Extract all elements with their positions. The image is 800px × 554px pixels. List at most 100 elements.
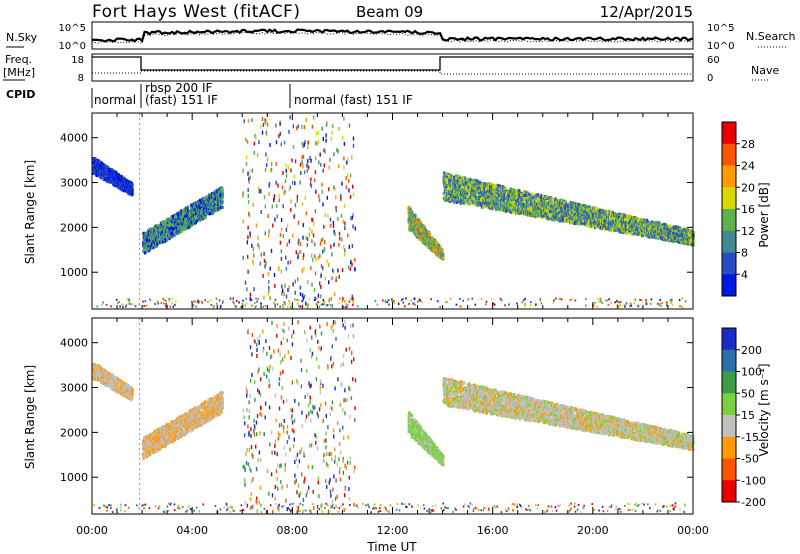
echo-cell	[209, 204, 212, 208]
echo-cell	[154, 231, 157, 235]
echo-cell	[98, 168, 101, 172]
echo-cell	[478, 201, 481, 205]
echo-cell	[144, 244, 147, 248]
freq-tick-top: 18	[71, 55, 84, 66]
echo-cell	[166, 226, 169, 230]
echo-cell	[443, 171, 446, 175]
echo-cell	[200, 212, 204, 215]
echo-cell	[202, 203, 205, 207]
echo-cell	[473, 186, 476, 190]
echo-cell	[461, 201, 464, 205]
echo-cell	[454, 199, 457, 202]
echo-cell	[457, 174, 460, 178]
echo-cell	[478, 191, 481, 195]
cpid-mode-1: normal	[94, 93, 136, 107]
echo-cell	[557, 212, 560, 216]
echo-cell	[97, 160, 100, 164]
echo-cell	[462, 199, 465, 203]
echo-cell	[447, 188, 450, 192]
echo-cell	[155, 233, 159, 237]
echo-cell	[415, 229, 418, 233]
echo-cell	[466, 181, 469, 185]
echo-cell	[147, 234, 150, 238]
echo-cell	[214, 203, 217, 207]
echo-cell	[203, 206, 206, 210]
echo-cell	[456, 179, 459, 183]
echo-cell	[98, 170, 101, 174]
echo-cell	[470, 191, 473, 195]
echo-cell	[152, 234, 155, 238]
echo-cell	[200, 213, 204, 217]
echo-cell	[123, 188, 127, 192]
echo-cell	[418, 220, 421, 224]
echo-cell	[207, 193, 210, 197]
echo-cell	[455, 201, 458, 204]
echo-cell	[212, 211, 215, 215]
power-panel: Slant Range [km]	[23, 112, 695, 310]
echo-cell	[185, 222, 188, 226]
echo-cell	[95, 168, 98, 172]
echo-cell	[196, 218, 199, 222]
echo-cell	[410, 221, 413, 224]
echo-cell	[189, 216, 192, 220]
echo-cell	[461, 196, 464, 200]
echo-cell	[479, 200, 482, 204]
echo-cell	[175, 217, 178, 221]
echo-cell	[468, 187, 471, 191]
echo-cell	[143, 245, 146, 249]
echo-cell	[95, 166, 98, 170]
echo-cell	[117, 182, 120, 186]
echo-cell	[444, 189, 447, 193]
echo-cell	[457, 197, 460, 201]
echo-cell	[197, 203, 200, 207]
echo-cell	[208, 203, 211, 207]
echo-cell	[218, 202, 221, 206]
echo-cell	[479, 195, 482, 198]
echo-cell	[472, 179, 475, 182]
echo-cell	[109, 169, 112, 173]
echo-cell	[113, 178, 116, 182]
echo-cell	[460, 181, 463, 185]
echo-cell	[442, 179, 445, 183]
echo-cell	[169, 227, 172, 230]
echo-cell	[94, 157, 97, 161]
echo-cell	[199, 198, 202, 202]
echo-cell	[182, 219, 185, 223]
echo-cell	[445, 176, 448, 180]
echo-cell	[205, 200, 208, 204]
echo-cell	[181, 222, 184, 226]
echo-cell	[179, 213, 182, 217]
echo-cell	[172, 216, 175, 220]
echo-cell	[160, 232, 163, 236]
echo-cell	[168, 237, 171, 241]
echo-cell	[201, 205, 204, 209]
nsearch-tick-top: 10^5	[707, 23, 734, 34]
echo-cell	[180, 228, 184, 232]
echo-cell	[164, 238, 167, 241]
echo-cell	[142, 231, 145, 235]
echo-cell	[434, 249, 437, 253]
echo-cell	[195, 211, 199, 215]
echo-cell	[423, 242, 426, 246]
echo-cell	[447, 193, 450, 197]
echo-cell	[408, 205, 411, 209]
echo-cell	[446, 178, 449, 181]
echo-cell	[542, 194, 545, 198]
echo-cell	[518, 189, 521, 192]
echo-cell	[445, 198, 448, 202]
echo-cell	[442, 252, 445, 256]
station-title: Fort Hays West (fitACF)	[92, 2, 300, 22]
echo-cell	[159, 235, 162, 238]
echo-cell	[448, 197, 451, 201]
echo-cell	[408, 216, 411, 220]
echo-cell	[469, 188, 472, 192]
cpid-mode-2-line-1: rbsp 200 IF	[145, 81, 212, 95]
echo-cell	[142, 247, 145, 250]
echo-cell	[409, 218, 412, 222]
nsky-tick-bottom: 10^0	[59, 41, 86, 52]
echo-cell	[460, 198, 463, 202]
echo-cell	[438, 245, 441, 249]
echo-cell	[468, 199, 472, 203]
cpid-panel: CPID normal rbsp 200 IF (fast) 151 IF no…	[6, 81, 413, 108]
echo-cell	[451, 178, 454, 182]
